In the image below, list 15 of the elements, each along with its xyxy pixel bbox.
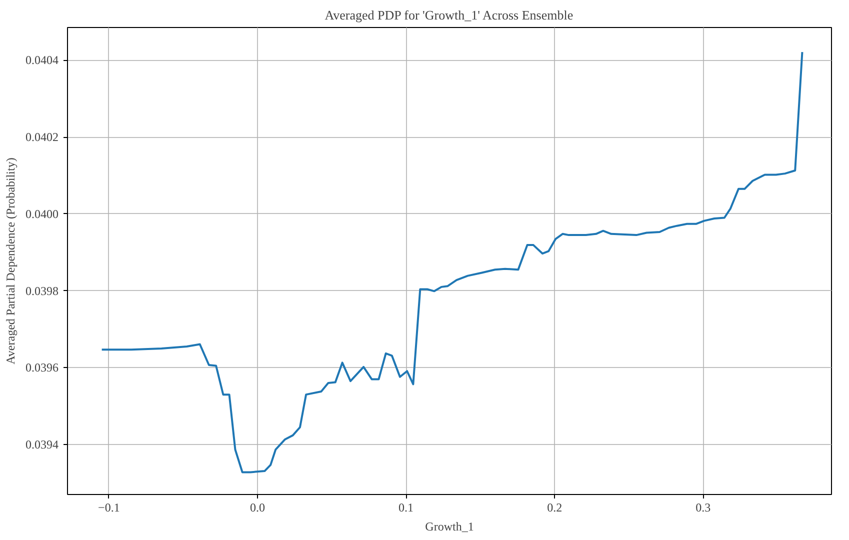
y-tick-label: 0.0404 <box>26 53 58 68</box>
y-tick-label: 0.0398 <box>26 284 58 298</box>
x-tick-label: 0.2 <box>547 500 562 514</box>
y-tick-label: 0.0394 <box>26 438 58 452</box>
y-tick-label: 0.0400 <box>26 206 58 221</box>
line-series <box>100 51 804 474</box>
x-tick-label: 0.3 <box>696 500 711 514</box>
x-axis-title: Growth_1 <box>425 520 474 534</box>
y-tick-label: 0.0402 <box>26 130 58 144</box>
chart-title: Averaged PDP for 'Growth_1' Across Ensemble <box>324 8 574 22</box>
x-tick-label: −0.1 <box>98 500 120 514</box>
y-tick-label: 0.0396 <box>26 360 58 375</box>
x-tick-label: 0.0 <box>250 500 265 514</box>
x-tick-label: 0.1 <box>398 500 414 514</box>
y-axis-title: Averaged Partial Dependence (Probability) <box>4 158 18 364</box>
